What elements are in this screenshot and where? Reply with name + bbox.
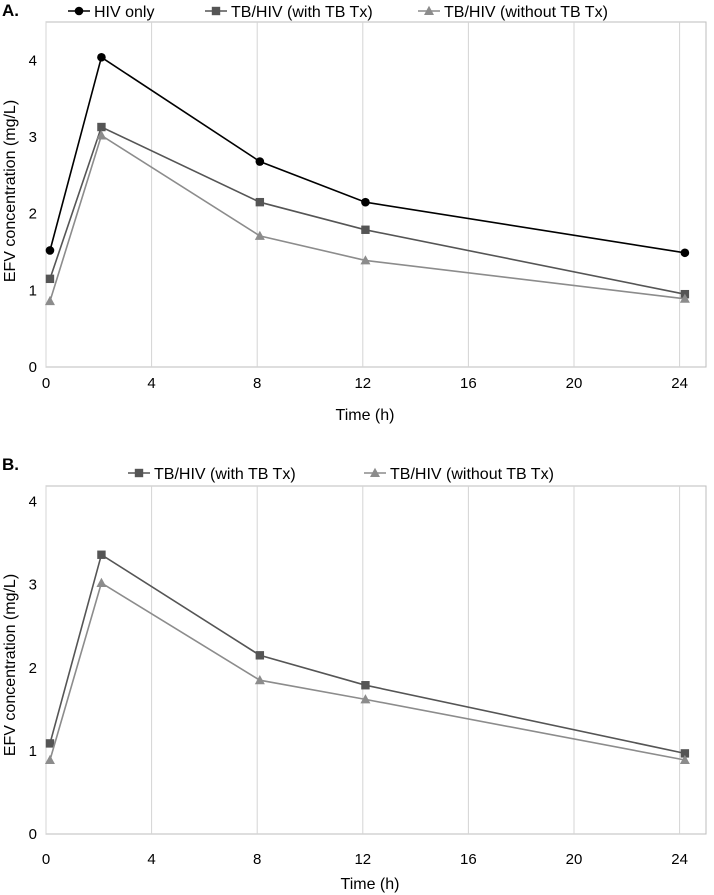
legend-marker-a-0 bbox=[74, 6, 84, 16]
legend-marker-b-0 bbox=[134, 468, 144, 478]
data-point-a-2 bbox=[96, 130, 107, 140]
x-tick-label-b: 0 bbox=[42, 851, 50, 868]
series-line-b-0 bbox=[49, 553, 686, 755]
grid-a bbox=[45, 21, 707, 368]
data-point-b-0 bbox=[680, 749, 690, 758]
legend-marker-b-1 bbox=[370, 467, 380, 477]
y-tick-label-b: 1 bbox=[29, 743, 37, 760]
legend-label-b-1: TB/HIV (without TB Tx) bbox=[390, 466, 554, 483]
y-tick-label-a: 0 bbox=[29, 359, 37, 376]
series-line-a-0 bbox=[49, 56, 686, 254]
x-tick-label-a: 16 bbox=[460, 375, 477, 392]
data-point-b-0 bbox=[97, 550, 106, 559]
y-tick-label-b: 4 bbox=[29, 494, 37, 511]
legend-label-a-1: TB/HIV (with TB Tx) bbox=[231, 4, 373, 21]
x-tick-label-a: 8 bbox=[253, 375, 261, 392]
x-tick-label-b: 12 bbox=[354, 851, 371, 868]
data-point-a-1 bbox=[255, 197, 265, 207]
y-tick-label-a: 3 bbox=[29, 129, 37, 146]
data-point-a-0 bbox=[97, 52, 106, 62]
data-point-b-1 bbox=[44, 754, 55, 765]
data-point-b-0 bbox=[45, 739, 55, 748]
data-point-a-2 bbox=[44, 295, 55, 306]
data-point-b-0 bbox=[361, 681, 370, 690]
y-tick-label-a: 2 bbox=[29, 206, 37, 223]
y-tick-label-a: 1 bbox=[29, 282, 37, 299]
chart-panel-a: A. Time (h) EFV concentration (mg/L) 0 4 8… bbox=[2, 1, 707, 424]
x-tick-label-b: 16 bbox=[460, 851, 477, 868]
x-axis-title-b: Time (h) bbox=[341, 876, 400, 893]
y-tick-label-b: 3 bbox=[29, 577, 37, 594]
legend-b: TB/HIV (with TB Tx) TB/HIV (without TB Tx… bbox=[128, 466, 554, 483]
data-point-a-0 bbox=[680, 248, 690, 258]
data-point-b-1 bbox=[679, 754, 690, 765]
plot-frame-b bbox=[45, 485, 707, 835]
x-tick-label-a: 4 bbox=[147, 375, 155, 392]
panel-label-a: A. bbox=[2, 1, 19, 20]
x-tick-label-a: 12 bbox=[354, 375, 371, 392]
x-tick-label-b: 24 bbox=[671, 851, 688, 868]
legend-label-a-0: HIV only bbox=[94, 4, 154, 21]
series-line-a-1 bbox=[49, 125, 686, 295]
y-axis-title-a: EFV concentration (mg/L) bbox=[2, 100, 19, 282]
data-point-b-1 bbox=[254, 675, 265, 685]
data-point-a-1 bbox=[361, 225, 370, 234]
data-point-a-0 bbox=[45, 246, 55, 255]
data-point-a-1 bbox=[97, 122, 106, 132]
data-point-a-0 bbox=[255, 157, 265, 166]
y-tick-label-b: 0 bbox=[29, 826, 37, 843]
legend-label-a-2: TB/HIV (without TB Tx) bbox=[444, 4, 608, 21]
legend-a: HIV only TB/HIV (with TB Tx) TB/HIV (witho… bbox=[68, 4, 608, 21]
x-tick-label-b: 20 bbox=[566, 851, 583, 868]
grid-b bbox=[45, 485, 707, 835]
data-point-a-0 bbox=[361, 197, 370, 207]
y-tick-label-b: 2 bbox=[29, 660, 37, 677]
data-point-a-1 bbox=[45, 274, 55, 284]
x-axis-title-a: Time (h) bbox=[336, 407, 395, 424]
data-point-a-2 bbox=[679, 293, 690, 303]
series-line-a-2 bbox=[49, 134, 685, 302]
y-tick-label-a: 4 bbox=[29, 52, 37, 69]
legend-label-b-0: TB/HIV (with TB Tx) bbox=[154, 466, 296, 483]
data-point-b-1 bbox=[96, 577, 107, 588]
series-a bbox=[44, 52, 690, 306]
x-tick-label-a: 24 bbox=[671, 375, 688, 392]
plot-frame-a bbox=[45, 21, 707, 368]
legend-marker-a-2 bbox=[424, 5, 434, 15]
x-tick-label-b: 4 bbox=[147, 851, 155, 868]
series-b bbox=[44, 550, 690, 765]
x-tick-label-a: 20 bbox=[566, 375, 583, 392]
legend-marker-a-1 bbox=[211, 6, 221, 16]
y-axis-title-b: EFV concentration (mg/L) bbox=[2, 574, 19, 756]
data-point-b-0 bbox=[255, 651, 265, 660]
x-tick-label-b: 8 bbox=[253, 851, 261, 868]
data-point-a-2 bbox=[360, 255, 371, 265]
data-point-b-1 bbox=[360, 694, 371, 704]
chart-panel-b: B. Time (h) EFV concentration (mg/L) 0 4 8… bbox=[2, 455, 707, 893]
panel-label-b: B. bbox=[2, 455, 19, 474]
x-tick-label-a: 0 bbox=[42, 375, 50, 392]
data-point-a-2 bbox=[254, 230, 265, 240]
